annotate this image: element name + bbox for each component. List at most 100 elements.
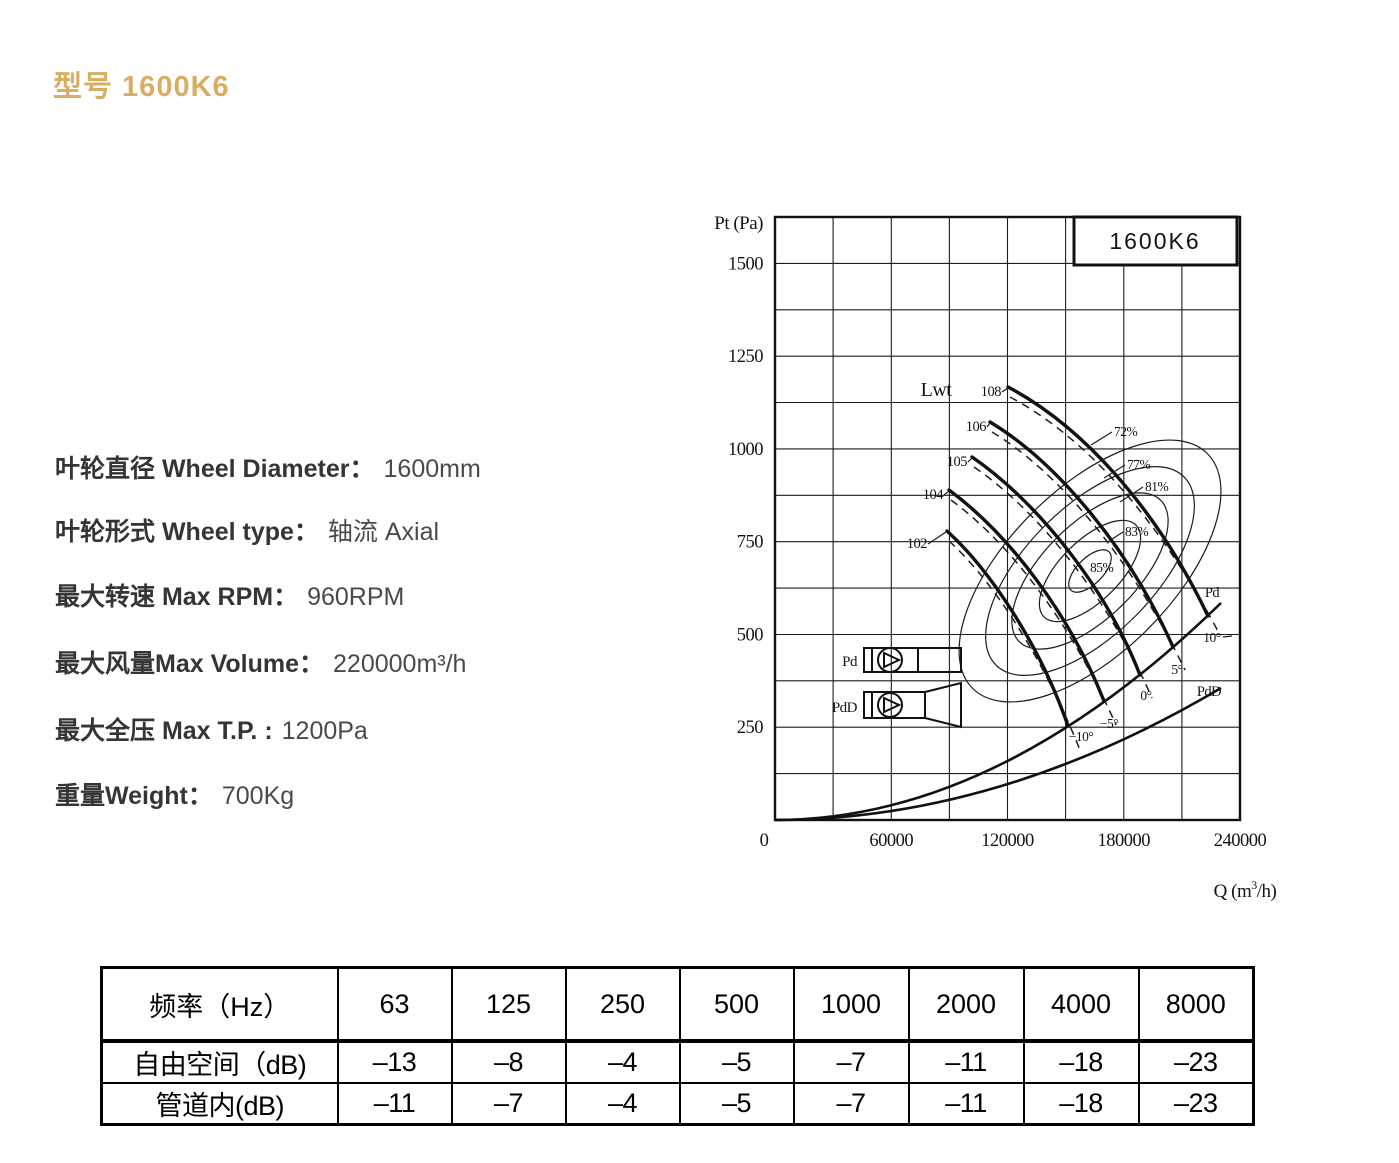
table-cell: –7: [792, 1040, 910, 1084]
spec-label: 叶轮直径 Wheel Diameter：: [55, 455, 375, 483]
lwt-label-108: 108: [981, 384, 1002, 400]
lwt-label-105: 105: [947, 454, 968, 470]
spec-value: 220000m³/h: [333, 650, 467, 678]
pdd-duct-icon: PdD: [832, 681, 962, 729]
table-cell: –11: [907, 1082, 1025, 1126]
chart-title: 1600K6: [1109, 228, 1200, 254]
spec-value: 1600mm: [383, 455, 481, 483]
table-cell: –4: [564, 1082, 681, 1126]
y-tick: 1250: [728, 347, 763, 367]
freq-2000: 2000: [907, 966, 1025, 1043]
eff-label-72: 72%: [1114, 424, 1138, 439]
spec-label: 最大风量Max Volume：: [55, 650, 325, 678]
y-tick: 250: [737, 718, 764, 738]
label-leader-lines: [927, 387, 1233, 638]
table-cell: –11: [907, 1040, 1025, 1084]
angle-label-5: 5°: [1171, 662, 1182, 677]
freq-125: 125: [450, 966, 567, 1043]
table-row-in-duct: 管道内(dB) –11 –7 –4 –5 –7 –11 –18 –23: [100, 1082, 1255, 1126]
row-label-in-duct: 管道内(dB): [100, 1082, 339, 1126]
table-cell: –23: [1137, 1082, 1255, 1126]
pd-curve-label: Pd: [1205, 585, 1221, 601]
freq-8000: 8000: [1137, 966, 1255, 1043]
lwt-label-104: 104: [923, 487, 945, 503]
pdd-icon-label: PdD: [832, 700, 858, 716]
table-cell: –11: [336, 1082, 453, 1126]
chart-title-box: 1600K6: [1072, 215, 1239, 267]
diffuser-shape: [924, 681, 962, 729]
spec-value: 1200Pa: [281, 717, 368, 745]
pd-icon-label: Pd: [842, 654, 858, 670]
fan-triangle-icon: [883, 696, 902, 714]
grid-lines: [775, 217, 1240, 820]
y-tick: 500: [737, 626, 764, 646]
eff-label-77: 77%: [1127, 457, 1151, 472]
angle-label-0: 0°: [1140, 688, 1151, 703]
pdd-curve: [774, 686, 1222, 822]
pd-curve: [774, 602, 1222, 822]
eff-label-81: 81%: [1145, 479, 1169, 494]
freq-1000: 1000: [792, 966, 910, 1043]
pdd-curve-label: PdD: [1197, 684, 1221, 700]
spec-max-rpm: 最大转速 Max RPM： 960RPM: [55, 577, 404, 613]
table-cell: –18: [1022, 1082, 1140, 1126]
spec-wheel-diameter: 叶轮直径 Wheel Diameter： 1600mm: [55, 449, 481, 485]
lwt-title: Lwt: [921, 379, 953, 401]
page-title: 型号 1600K6: [53, 71, 230, 103]
x-tick: 240000: [1214, 831, 1267, 851]
eff-label-85: 85%: [1090, 560, 1114, 575]
freq-63: 63: [336, 966, 453, 1043]
x-axis-title: Q (m3/h): [1214, 878, 1277, 902]
lwt-label-102: 102: [907, 536, 928, 552]
lwt-label-106: 106: [966, 419, 987, 435]
x-tick: 60000: [869, 831, 913, 851]
table-cell: –5: [678, 1082, 795, 1126]
y-tick-labels: 1500 1250 1000 750 500 250: [728, 254, 764, 738]
x-tick: 120000: [981, 831, 1034, 851]
plot-frame: [773, 215, 1242, 822]
spec-value: 700Kg: [221, 782, 295, 810]
spec-value: 轴流 Axial: [327, 518, 440, 546]
y-tick: 750: [737, 533, 764, 553]
angle-label-neg5: −5°: [1100, 716, 1118, 731]
table-cell: –7: [450, 1082, 567, 1126]
x-tick: 180000: [1098, 831, 1151, 851]
angle-label-neg10: −10°: [1069, 729, 1094, 744]
spec-max-total-pressure: 最大全压 Max T.P. : 1200Pa: [55, 711, 368, 747]
blade-angle-curves: [945, 385, 1210, 728]
fan-performance-chart: 1600K6 Pt (Pa) 1500 1250 1000 750 500 25…: [660, 185, 1320, 920]
angle-label-10: 10°: [1203, 630, 1221, 645]
fan-curve-svg: 1600K6 Pt (Pa) 1500 1250 1000 750 500 25…: [714, 213, 1277, 902]
spec-max-volume: 最大风量Max Volume： 220000m³/h: [55, 644, 466, 680]
table-cell: –8: [450, 1040, 567, 1084]
table-cell: –7: [792, 1082, 910, 1126]
freq-250: 250: [564, 966, 681, 1043]
freq-500: 500: [678, 966, 795, 1043]
x-tick-labels: 0 60000 120000 180000 240000: [760, 831, 1267, 851]
table-cell: –13: [336, 1040, 453, 1084]
y-axis-title: Pt (Pa): [714, 213, 763, 234]
efficiency-labels: 72% 77% 81% 83% 85%: [1090, 424, 1169, 575]
header-frequency: 频率（Hz）: [100, 966, 339, 1043]
blade-angle-labels: 10° 5° 0° −5° −10°: [1069, 630, 1222, 744]
y-tick: 1000: [728, 440, 763, 460]
table-header-row: 频率（Hz） 63 125 250 500 1000 2000 4000 800…: [100, 966, 1255, 1043]
spec-weight: 重量Weight： 700Kg: [55, 776, 294, 812]
fan-triangle-icon: [883, 651, 902, 669]
table-cell: –23: [1137, 1040, 1255, 1084]
spec-label: 最大转速 Max RPM：: [55, 583, 299, 611]
spec-label: 最大全压 Max T.P. :: [55, 717, 273, 745]
eff-label-83: 83%: [1125, 524, 1149, 539]
spec-wheel-type: 叶轮形式 Wheel type： 轴流 Axial: [55, 512, 439, 548]
lwt-value-labels: 108 106 105 104 102: [907, 384, 1002, 552]
spec-label: 重量Weight：: [55, 782, 213, 810]
y-tick: 1500: [728, 254, 763, 274]
pd-duct-icon: Pd: [842, 647, 962, 673]
noise-correction-table: 频率（Hz） 63 125 250 500 1000 2000 4000 800…: [100, 966, 1255, 1126]
dynamic-pressure-curves: [774, 602, 1222, 822]
spec-value: 960RPM: [307, 583, 405, 611]
spec-label: 叶轮形式 Wheel type：: [55, 518, 319, 546]
table-row-free-field: 自由空间（dB) –13 –8 –4 –5 –7 –11 –18 –23: [100, 1040, 1255, 1084]
x-tick: 0: [760, 831, 769, 851]
